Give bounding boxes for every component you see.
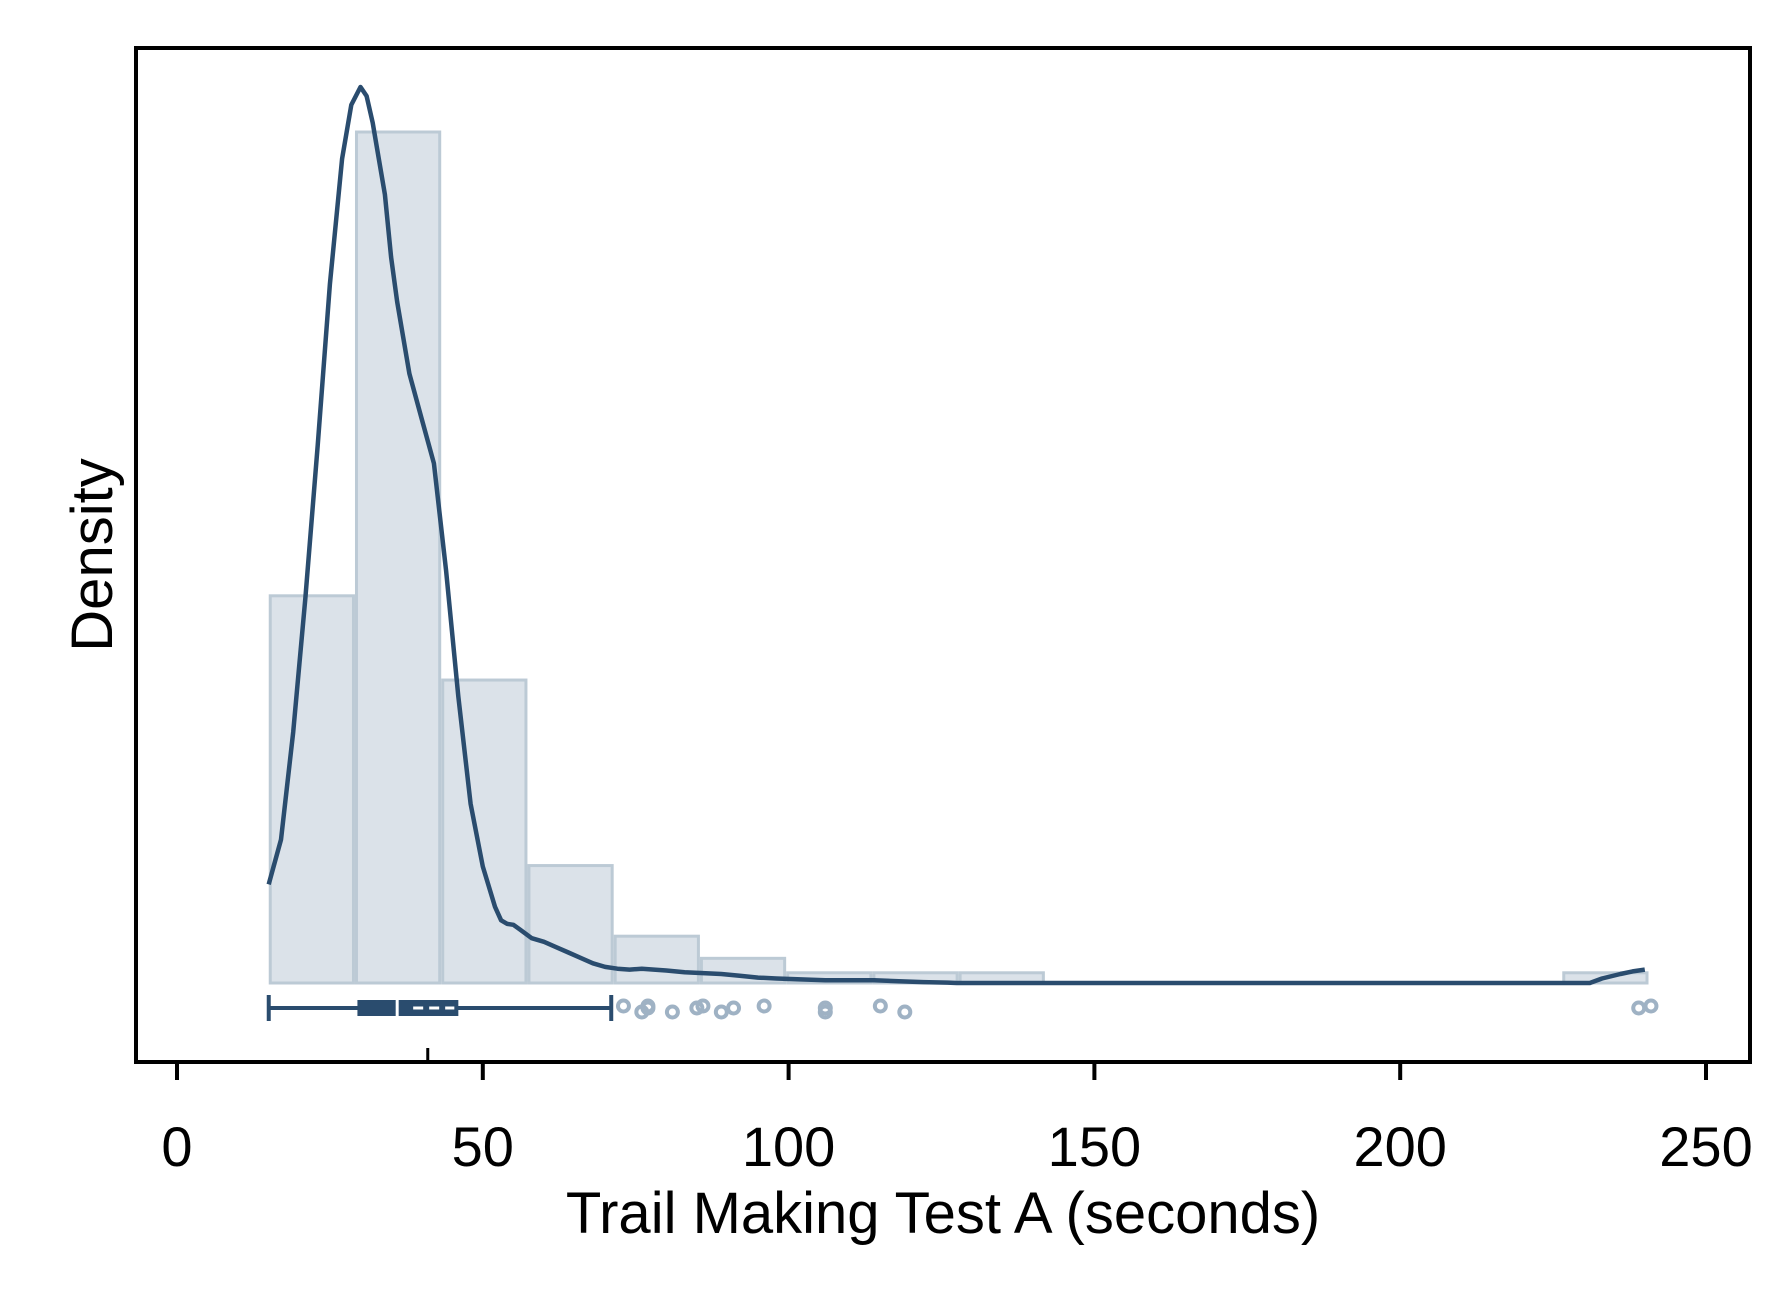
- boxplot-outlier-point: [664, 1004, 680, 1020]
- boxplot-outlier-point: [615, 998, 631, 1014]
- histogram-bar: [613, 934, 700, 985]
- x-tick-label: 250: [1659, 1115, 1752, 1178]
- x-axis-title: Trail Making Test A (seconds): [566, 1181, 1320, 1246]
- plot-frame: [134, 46, 1752, 1064]
- x-tick-label: 50: [452, 1115, 514, 1178]
- boxplot-outlier-point: [817, 1000, 833, 1016]
- density-curve-group: [266, 84, 1646, 986]
- boxplot-outlier-point: [1643, 998, 1659, 1014]
- x-tick-label: 0: [161, 1115, 192, 1178]
- histogram-bars: [268, 130, 1649, 985]
- x-axis: 0 50 100 150 200 250: [161, 1062, 1753, 1178]
- x-tick-label: 100: [742, 1115, 835, 1178]
- x-tick-label: 150: [1048, 1115, 1141, 1178]
- boxplot-outlier-point: [897, 1004, 913, 1020]
- boxplot-group: [266, 995, 1659, 1062]
- boxplot-outlier-point: [756, 998, 772, 1014]
- boxplot-outlier-point: [872, 998, 888, 1014]
- histogram-bar: [441, 678, 528, 985]
- y-axis-title: Density: [60, 458, 125, 651]
- boxplot-outlier-point: [713, 1004, 729, 1020]
- density-curve: [266, 84, 1646, 986]
- boxplot-outlier-point: [695, 998, 711, 1014]
- x-tick-label: 200: [1353, 1115, 1446, 1178]
- boxplot-outlier-point: [640, 998, 656, 1014]
- boxplot-box: [357, 1000, 459, 1016]
- boxplot-outlier-point: [726, 1000, 742, 1016]
- histogram-bar: [354, 130, 442, 985]
- histogram-bar: [268, 594, 355, 985]
